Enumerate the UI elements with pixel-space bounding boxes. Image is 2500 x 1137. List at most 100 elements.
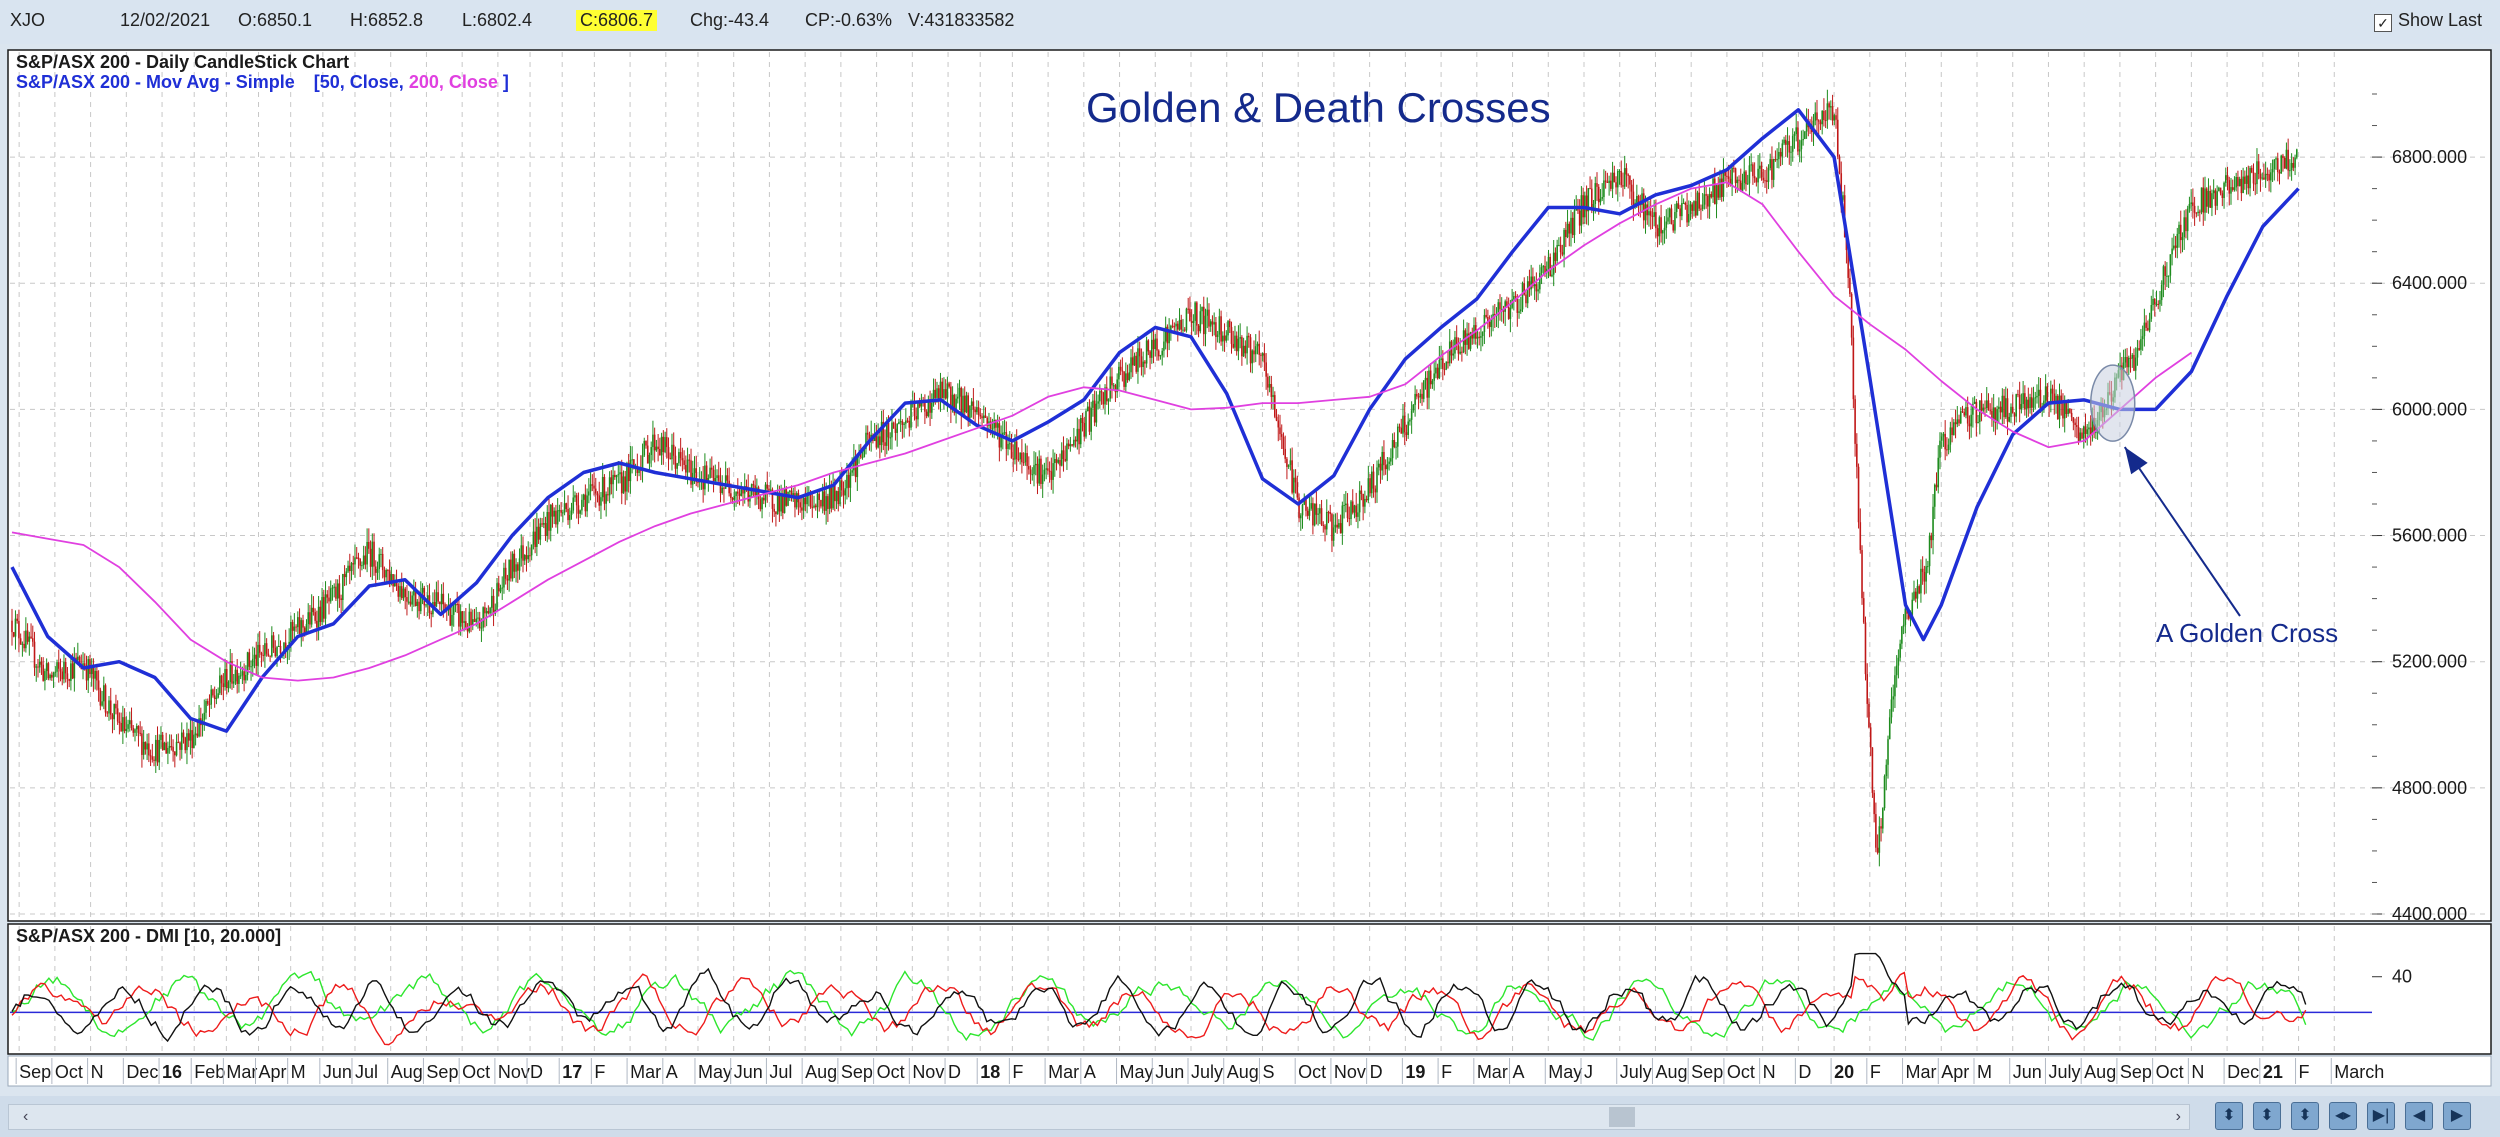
fit-icon[interactable]: ◂▸ xyxy=(2329,1102,2357,1130)
down-candle-body xyxy=(1765,180,1768,182)
down-candle-body xyxy=(1516,296,1519,313)
up-candle-body xyxy=(1982,407,1985,411)
up-candle-body xyxy=(813,505,815,508)
down-candle-body xyxy=(33,641,36,668)
step-back-icon[interactable]: ◀ xyxy=(2405,1102,2433,1130)
down-candle-body xyxy=(2226,175,2229,181)
scroll-right-icon[interactable]: › xyxy=(2175,1108,2181,1125)
up-candle-body xyxy=(1530,276,1532,290)
up-candle-body xyxy=(378,554,381,570)
up-candle-body xyxy=(1034,463,1037,466)
down-candle-body xyxy=(225,668,228,689)
up-candle-body xyxy=(1209,321,1212,327)
up-candle-body xyxy=(1518,311,1520,313)
up-candle-body xyxy=(2166,275,2168,277)
x-tick-label: M xyxy=(291,1062,306,1082)
up-candle-body xyxy=(2034,397,2037,399)
down-candle-body xyxy=(1187,308,1189,310)
up-candle-body xyxy=(1242,345,1245,357)
up-candle-body xyxy=(932,389,935,403)
up-candle-body xyxy=(943,389,945,398)
down-candle-body xyxy=(866,432,869,435)
x-tick-label: Aug xyxy=(1655,1062,1687,1082)
x-tick-label: 20 xyxy=(1834,1062,1854,1082)
up-candle-body xyxy=(2008,416,2011,422)
up-candle-body xyxy=(2043,400,2045,407)
go-last-icon[interactable]: ▶| xyxy=(2367,1102,2395,1130)
x-tick-label: May xyxy=(698,1062,732,1082)
down-candle-body xyxy=(1180,319,1183,330)
down-candle-body xyxy=(1694,201,1697,216)
up-candle-body xyxy=(678,452,680,464)
up-candle-body xyxy=(49,674,51,679)
up-candle-body xyxy=(558,510,561,512)
up-candle-body xyxy=(1675,203,1678,213)
up-candle-body xyxy=(477,617,479,619)
down-candle-body xyxy=(1393,440,1396,448)
up-candle-body xyxy=(579,510,581,514)
x-tick-label: Oct xyxy=(1298,1062,1326,1082)
up-candle-body xyxy=(371,541,374,567)
up-candle-body xyxy=(1885,764,1888,777)
horizontal-scrollbar[interactable]: ‹ › xyxy=(8,1104,2190,1130)
up-candle-body xyxy=(655,446,658,451)
up-candle-body xyxy=(2131,354,2134,359)
down-candle-body xyxy=(2074,422,2076,426)
down-candle-body xyxy=(1176,323,1179,330)
up-candle-body xyxy=(993,419,995,429)
down-candle-body xyxy=(2081,432,2083,439)
down-candle-body xyxy=(26,630,29,642)
down-candle-body xyxy=(1258,343,1261,355)
up-candle-body xyxy=(1161,350,1164,356)
down-candle-body xyxy=(1379,463,1382,471)
up-candle-body xyxy=(1519,309,1522,312)
ma-legend: S&P/ASX 200 - Mov Avg - Simple [50, Clos… xyxy=(16,72,509,92)
up-candle-body xyxy=(996,423,999,428)
down-candle-body xyxy=(265,643,268,654)
up-candle-body xyxy=(1911,599,1914,617)
x-tick-label: Sep xyxy=(19,1062,51,1082)
price-y-tick-label: 6000.000 xyxy=(2392,399,2467,419)
down-candle-body xyxy=(1739,180,1742,192)
down-candle-body xyxy=(1351,501,1354,513)
down-candle-body xyxy=(1760,165,1763,178)
down-candle-body xyxy=(773,508,775,512)
down-candle-body xyxy=(679,452,682,459)
down-candle-body xyxy=(2263,177,2265,180)
down-candle-body xyxy=(1277,420,1280,428)
down-candle-body xyxy=(1336,524,1338,528)
zoom-out-icon[interactable]: ⬍ xyxy=(2291,1102,2319,1130)
up-candle-body xyxy=(1552,252,1555,275)
down-candle-body xyxy=(1017,459,1020,461)
scroll-thumb[interactable] xyxy=(1609,1107,1635,1127)
scroll-left-icon[interactable]: ‹ xyxy=(23,1108,29,1125)
down-candle-body xyxy=(1779,151,1782,157)
down-candle-body xyxy=(208,703,211,705)
show-last-toggle[interactable]: ✓ Show Last xyxy=(2373,10,2482,32)
step-forward-icon[interactable]: ▶ xyxy=(2443,1102,2471,1130)
down-candle-body xyxy=(1577,208,1579,211)
up-candle-body xyxy=(1767,168,1770,182)
down-candle-body xyxy=(1135,355,1138,372)
x-tick-label: Mar xyxy=(630,1062,661,1082)
up-candle-body xyxy=(52,672,55,678)
up-candle-body xyxy=(1878,826,1881,853)
down-candle-body xyxy=(1862,598,1865,623)
down-candle-body xyxy=(1655,212,1657,229)
grid-lines xyxy=(10,52,2488,1052)
down-candle-body xyxy=(148,743,150,756)
down-candle-body xyxy=(551,504,554,517)
up-candle-body xyxy=(1175,323,1177,327)
zoom-icon[interactable]: ⬍ xyxy=(2215,1102,2243,1130)
up-candle-body xyxy=(503,567,505,588)
up-candle-body xyxy=(44,671,46,681)
show-last-checkbox[interactable]: ✓ xyxy=(2373,14,2392,32)
up-candle-body xyxy=(2273,159,2276,170)
up-candle-body xyxy=(1424,377,1427,381)
up-candle-body xyxy=(629,459,632,482)
down-candle-body xyxy=(1140,356,1143,368)
zoom-in-icon[interactable]: ⬍ xyxy=(2253,1102,2281,1130)
up-candle-body xyxy=(1125,373,1127,387)
up-candle-body xyxy=(1563,229,1565,255)
up-candle-body xyxy=(1970,414,1972,427)
